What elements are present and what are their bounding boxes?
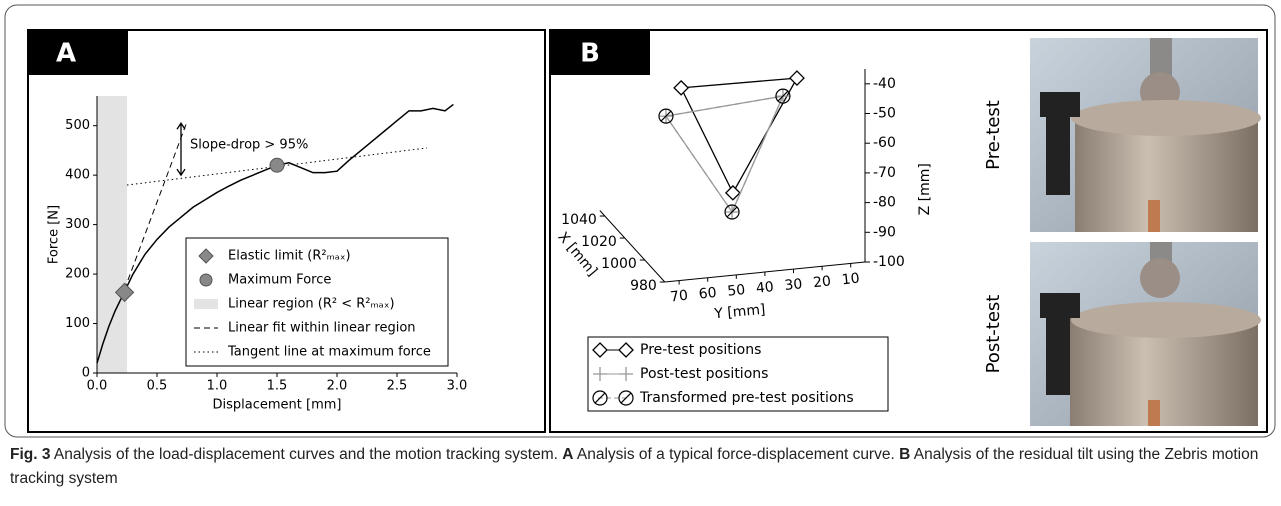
figure-frame bbox=[4, 4, 1276, 438]
z-tick-label: -90 bbox=[873, 224, 896, 240]
figure-label: Fig. 3 bbox=[10, 446, 51, 463]
caption-text: Analysis of the residual tilt using the … bbox=[10, 446, 1259, 487]
legend-box bbox=[587, 336, 889, 412]
legend-marker bbox=[618, 342, 634, 358]
y-tick-label: 40 bbox=[755, 279, 774, 297]
photo bbox=[1030, 38, 1261, 232]
z-tick-label: -50 bbox=[873, 106, 896, 122]
annotation-text: Slope-drop > 95% bbox=[190, 138, 308, 153]
linear-fit bbox=[120, 121, 188, 299]
legend-marker bbox=[619, 367, 633, 381]
point bbox=[789, 70, 805, 86]
legend-marker bbox=[618, 390, 634, 406]
panel-b-frame bbox=[549, 29, 1268, 433]
panel-label: B bbox=[580, 39, 600, 69]
z-tick-label: -40 bbox=[873, 76, 896, 92]
panel-label-box bbox=[550, 30, 650, 75]
x-axis-line bbox=[599, 210, 666, 283]
caption-text: Analysis of a typical force-displacement… bbox=[573, 446, 900, 463]
elastic-limit bbox=[114, 282, 135, 303]
y-axis-label: Y [mm] bbox=[713, 302, 766, 322]
panel-a-frame bbox=[27, 29, 546, 433]
x-tick-label: 2.0 bbox=[327, 379, 348, 394]
legend-marker bbox=[592, 390, 608, 406]
y-tick-label: 0 bbox=[82, 366, 90, 381]
figure: A B Pre-test Post-test 0.0 0.5 1.0 1.5 2.0 2.… bbox=[4, 4, 1276, 438]
z-tick-label: -100 bbox=[873, 254, 905, 270]
x-tick-label: 2.5 bbox=[387, 379, 408, 394]
legend-label: Linear region (R² < R²ₘₐₓ) bbox=[228, 297, 395, 312]
caption-panel-label: A bbox=[562, 446, 574, 463]
legend-marker bbox=[198, 248, 214, 264]
tangent-line bbox=[126, 147, 428, 186]
z-tick-label: -60 bbox=[873, 135, 896, 151]
legend-label: Maximum Force bbox=[228, 273, 331, 288]
legend-label: Linear fit within linear region bbox=[228, 321, 416, 336]
y-tick-label: 300 bbox=[65, 217, 90, 232]
photo bbox=[1030, 242, 1261, 426]
legend-marker bbox=[194, 299, 218, 309]
legend-label: Tangent line at maximum force bbox=[227, 345, 431, 360]
y-tick-label: 50 bbox=[727, 282, 746, 300]
y-tick-label: 10 bbox=[841, 271, 860, 289]
y-tick-label: 500 bbox=[65, 118, 90, 133]
y-tick-label: 200 bbox=[65, 267, 90, 282]
x-tick-label: 3.0 bbox=[447, 379, 468, 394]
legend-marker bbox=[199, 273, 213, 287]
x-axis-label: Displacement [mm] bbox=[213, 398, 342, 413]
point bbox=[775, 88, 791, 104]
legend-marker bbox=[593, 367, 607, 381]
y-tick-label: 100 bbox=[65, 316, 90, 331]
point bbox=[724, 184, 741, 201]
x-tick-label: 1.0 bbox=[207, 379, 228, 394]
x-tick-label: 1.5 bbox=[267, 379, 288, 394]
x-tick-label: 1020 bbox=[581, 234, 617, 250]
maximum-force bbox=[269, 157, 285, 173]
caption-panel-label: B bbox=[899, 446, 911, 463]
y-tick-label: 400 bbox=[65, 168, 90, 183]
linear-region bbox=[97, 96, 127, 373]
panel-label-box bbox=[28, 30, 128, 75]
photo-label: Post-test bbox=[983, 295, 1004, 374]
x-tick-label: 1040 bbox=[561, 212, 597, 228]
z-tick-label: -80 bbox=[873, 195, 896, 211]
legend-box bbox=[185, 237, 449, 367]
y-tick-label: 20 bbox=[812, 273, 831, 291]
x-tick-label: 0.5 bbox=[147, 379, 168, 394]
point bbox=[658, 108, 674, 124]
series-outline bbox=[680, 77, 799, 195]
x-tick-label: 0.0 bbox=[87, 379, 108, 394]
point bbox=[673, 79, 690, 96]
legend-label: Pre-test positions bbox=[640, 342, 761, 358]
series-outline bbox=[664, 95, 785, 214]
legend-label: Transformed pre-test positions bbox=[639, 390, 854, 406]
panel-label: A bbox=[56, 39, 76, 69]
caption-text: Analysis of the load-displacement curves… bbox=[50, 446, 563, 463]
y-axis-label: Force [N] bbox=[47, 205, 62, 264]
y-tick-label: 30 bbox=[784, 276, 803, 294]
series-outline bbox=[664, 95, 785, 214]
legend-marker bbox=[592, 342, 608, 358]
caption: Fig. 3 Analysis of the load-displacement… bbox=[10, 443, 1260, 491]
x-tick-label: 1000 bbox=[601, 256, 637, 272]
y-tick-label: 70 bbox=[669, 288, 688, 306]
z-tick-label: -70 bbox=[873, 165, 896, 181]
force-curve bbox=[96, 103, 454, 364]
z-axis-label: Z [mm] bbox=[917, 163, 933, 215]
photo-label: Pre-test bbox=[983, 100, 1004, 170]
y-tick-label: 60 bbox=[698, 285, 717, 303]
legend-label: Post-test positions bbox=[640, 366, 768, 382]
x-tick-label: 980 bbox=[630, 278, 657, 294]
point bbox=[724, 204, 740, 220]
legend-label: Elastic limit (R²ₘₐₓ) bbox=[228, 249, 351, 264]
annotation-arrow bbox=[176, 122, 186, 177]
